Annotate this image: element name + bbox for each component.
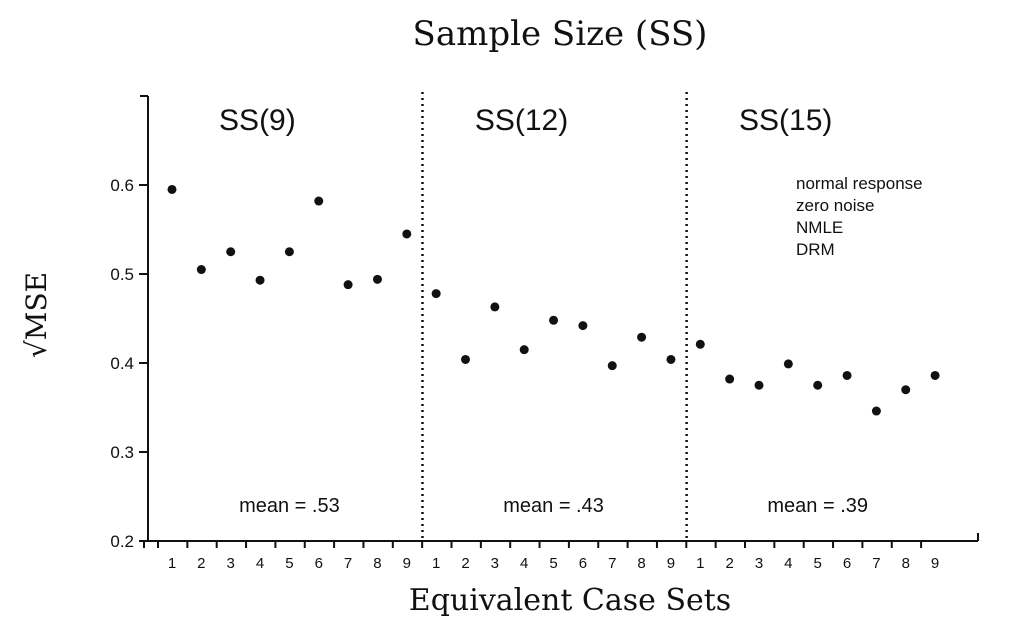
y-tick-label: 0.2 xyxy=(110,532,134,551)
x-tick-label: 8 xyxy=(902,555,910,572)
data-point xyxy=(461,354,470,364)
panel-mean-label: mean = .39 xyxy=(767,495,868,517)
panel-label: SS(9) xyxy=(219,104,296,137)
x-tick-label: 1 xyxy=(432,555,440,572)
x-tick-label: 4 xyxy=(256,555,264,572)
data-point xyxy=(578,321,588,331)
data-point xyxy=(519,345,529,355)
x-tick-label: 5 xyxy=(285,555,293,572)
y-axis-label: √MSE xyxy=(20,272,53,358)
data-point xyxy=(314,196,324,206)
panel-mean-label: mean = .53 xyxy=(239,495,340,517)
data-point xyxy=(196,265,206,275)
x-tick-label: 6 xyxy=(315,555,323,572)
data-point xyxy=(167,184,177,194)
annotation-line-2: zero noise xyxy=(796,196,874,215)
data-point xyxy=(666,354,676,364)
x-tick-label: 3 xyxy=(755,555,763,572)
data-point xyxy=(871,406,881,416)
axes: 0.2 0.3 0.4 0.5 0.6 1 2 3 4 5 6 7 8 9 1 2 3 4 5 6 7 8 9 1 2 3 4 5 6 7… xyxy=(110,95,979,572)
data-point xyxy=(607,361,617,371)
data-point xyxy=(813,380,823,390)
data-point xyxy=(343,280,353,290)
x-tick-label: 1 xyxy=(696,555,704,572)
y-tick-label: 0.4 xyxy=(110,354,134,373)
data-point xyxy=(402,229,412,239)
x-tick-label: 4 xyxy=(784,555,792,572)
data-point xyxy=(695,339,705,349)
x-tick-label: 9 xyxy=(931,555,939,572)
x-tick-label: 4 xyxy=(520,555,528,572)
data-point xyxy=(754,380,764,390)
x-tick-label: 3 xyxy=(227,555,235,572)
panel-label: SS(12) xyxy=(475,104,568,137)
panel-label: SS(15) xyxy=(739,104,832,137)
y-tick-label: 0.5 xyxy=(110,265,134,284)
data-point xyxy=(901,385,911,395)
panel-labels: SS(9) mean = .53 SS(12) mean = .43 SS(15) mea… xyxy=(219,104,868,517)
data-point xyxy=(637,332,647,342)
data-point xyxy=(284,247,294,257)
data-point xyxy=(490,302,500,312)
panel-mean-label: mean = .43 xyxy=(503,495,604,517)
x-tick-label: 7 xyxy=(872,555,880,572)
x-tick-label: 2 xyxy=(725,555,733,572)
x-tick-label: 5 xyxy=(549,555,557,572)
data-point xyxy=(725,374,735,384)
annotation-block: normal response zero noise NMLE DRM xyxy=(796,174,923,259)
data-point xyxy=(431,289,441,299)
x-tick-label: 2 xyxy=(461,555,469,572)
x-tick-label: 8 xyxy=(373,555,381,572)
x-tick-label: 9 xyxy=(667,555,675,572)
data-point xyxy=(226,247,236,257)
x-axis-label: Equivalent Case Sets xyxy=(409,583,731,618)
data-point xyxy=(549,315,559,325)
data-points xyxy=(167,184,940,416)
annotation-line-4: DRM xyxy=(796,240,835,259)
x-tick-label: 7 xyxy=(608,555,616,572)
x-tick-label: 8 xyxy=(637,555,645,572)
data-point xyxy=(783,359,793,369)
data-point xyxy=(372,274,382,284)
x-tick-label: 2 xyxy=(197,555,205,572)
x-tick-label: 1 xyxy=(168,555,176,572)
x-tick-label: 9 xyxy=(403,555,411,572)
x-tick-label: 7 xyxy=(344,555,352,572)
annotation-line-3: NMLE xyxy=(796,218,843,237)
chart-title: Sample Size (SS) xyxy=(413,14,708,54)
data-point xyxy=(255,275,265,285)
data-point xyxy=(842,370,852,380)
y-tick-label: 0.6 xyxy=(110,176,134,195)
data-point xyxy=(930,370,940,380)
y-tick-label: 0.3 xyxy=(110,443,134,462)
x-tick-label: 3 xyxy=(491,555,499,572)
annotation-line-1: normal response xyxy=(796,174,923,193)
x-tick-label: 6 xyxy=(579,555,587,572)
x-tick-label: 6 xyxy=(843,555,851,572)
x-tick-label: 5 xyxy=(814,555,822,572)
